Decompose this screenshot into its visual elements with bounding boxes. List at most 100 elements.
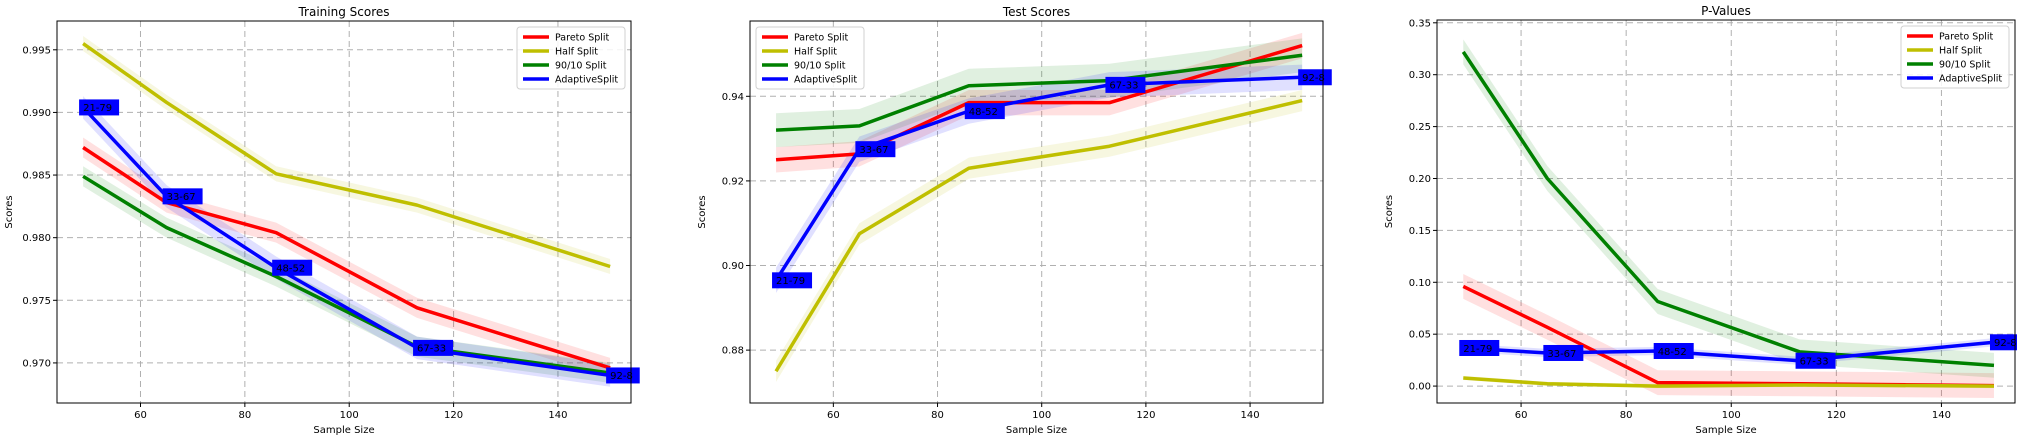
- x-tick-label: 60: [134, 410, 147, 421]
- split-annotation: 21-79: [1459, 339, 1500, 356]
- plot-frame: [56, 20, 632, 404]
- y-tick-label: 0.970: [22, 358, 51, 369]
- annotation-label: 33-67: [859, 145, 888, 156]
- series-line-half-split: [82, 42, 611, 269]
- chart-title: P-Values: [1701, 4, 1751, 18]
- y-tick-label: 0.980: [22, 233, 51, 244]
- y-tick-label: 0.10: [1409, 278, 1431, 289]
- chart-2: Test Scores 60 80 100 120 140 0.88 0.90 0.92 0.94…: [697, 5, 1332, 436]
- x-tick-label: 100: [1722, 410, 1741, 421]
- split-annotation: 33-67: [855, 141, 896, 158]
- annotation-label: 92-8: [610, 371, 633, 382]
- y-tick-label: 0.985: [22, 171, 51, 182]
- legend: Pareto Split Half Split 90/10 Split Adaptiv…: [755, 26, 865, 90]
- legend-label: 90/10 Split: [794, 61, 846, 72]
- series-band-adaptivesplit: [776, 64, 1303, 294]
- annotation-box: [272, 259, 313, 276]
- legend: Pareto Split Half Split 90/10 Split Adaptiv…: [1900, 25, 2010, 89]
- series-band-pareto-split: [83, 137, 611, 378]
- annotation-label: 21-79: [83, 103, 112, 114]
- y-axis-label: Scores: [4, 195, 15, 228]
- y-axis-label: Scores: [697, 195, 708, 228]
- legend-label: AdaptiveSplit: [1939, 74, 2002, 85]
- y-tick-label: 0.92: [722, 176, 744, 187]
- y-tick-label: 0.88: [722, 346, 744, 357]
- split-annotation: 67-33: [1105, 76, 1146, 93]
- x-tick-label: 140: [548, 410, 567, 421]
- y-tick-label: 0.05: [1409, 330, 1431, 341]
- y-tick-label: 0.90: [722, 261, 744, 272]
- split-annotation: 48-52: [272, 259, 313, 276]
- annotation-label: 67-33: [417, 344, 446, 355]
- annotation-label: 48-52: [969, 107, 998, 118]
- series-line-pareto-split: [82, 146, 611, 370]
- plot-frame: [749, 20, 1324, 404]
- split-annotation: 33-67: [162, 188, 203, 205]
- series-line-90-10-split: [775, 53, 1303, 132]
- annotation-box: [855, 141, 896, 158]
- x-tick-label: 140: [1241, 410, 1260, 421]
- annotation-label: 21-79: [776, 276, 805, 287]
- legend-box: [516, 26, 626, 90]
- series-line-half-split: [774, 98, 1303, 373]
- x-tick-label: 100: [1032, 410, 1051, 421]
- annotation-label: 67-33: [1109, 81, 1138, 92]
- y-axis-label: Scores: [1384, 195, 1395, 228]
- annotation-box: [1795, 352, 1836, 369]
- y-tick-label: 0.975: [22, 296, 51, 307]
- legend-label: 90/10 Split: [555, 61, 607, 72]
- chart-title: Test Scores: [1002, 5, 1070, 19]
- series-band-90-10-split: [83, 166, 611, 383]
- annotation-box: [1105, 76, 1146, 93]
- x-tick-label: 80: [1620, 410, 1633, 421]
- series-line-half-split: [1463, 376, 1994, 388]
- legend: Pareto Split Half Split 90/10 Split Adaptiv…: [516, 26, 626, 90]
- annotation-label: 48-52: [276, 264, 305, 275]
- legend-label: AdaptiveSplit: [555, 75, 618, 86]
- legend-label: AdaptiveSplit: [794, 75, 857, 86]
- x-tick-label: 80: [238, 410, 251, 421]
- annotation-label: 67-33: [1800, 357, 1829, 368]
- split-annotation: 48-52: [964, 103, 1005, 120]
- x-tick-label: 80: [931, 410, 944, 421]
- y-tick-label: 0.25: [1409, 122, 1431, 133]
- x-tick-label: 120: [1827, 410, 1846, 421]
- annotation-box: [1543, 344, 1584, 361]
- annotation-label: 48-52: [1658, 347, 1687, 358]
- y-tick-label: 0.15: [1409, 226, 1431, 237]
- annotation-label: 92-8: [1302, 73, 1325, 84]
- annotation-box: [79, 99, 120, 116]
- x-tick-label: 140: [1932, 410, 1951, 421]
- annotation-box: [964, 103, 1005, 120]
- legend-label: Pareto Split: [1939, 32, 1994, 43]
- annotation-box: [772, 272, 813, 289]
- y-tick-label: 0.995: [22, 45, 51, 56]
- x-axis-label: Sample Size: [1006, 425, 1067, 436]
- legend-box: [1900, 25, 2010, 89]
- split-annotation: 92-8: [606, 367, 640, 384]
- legend-label: Pareto Split: [555, 33, 610, 44]
- annotation-label: 33-67: [1547, 349, 1576, 360]
- split-annotation: 67-33: [413, 339, 454, 356]
- annotation-box: [1653, 342, 1694, 359]
- split-annotation: 21-79: [79, 99, 120, 116]
- x-axis-label: Sample Size: [1695, 425, 1756, 436]
- legend-label: Pareto Split: [794, 33, 849, 44]
- y-tick-label: 0.30: [1409, 70, 1431, 81]
- y-tick-label: 0.00: [1409, 382, 1431, 393]
- legend-label: Half Split: [794, 47, 837, 58]
- split-annotation: 48-52: [1653, 342, 1694, 359]
- x-tick-label: 60: [1515, 410, 1528, 421]
- plot-frame: [1436, 19, 2016, 404]
- series-band-adaptivesplit: [1463, 338, 1994, 365]
- x-tick-label: 120: [444, 410, 463, 421]
- split-annotation: 67-33: [1795, 352, 1836, 369]
- x-tick-label: 120: [1136, 410, 1155, 421]
- x-tick-label: 100: [340, 410, 359, 421]
- annotation-box: [1459, 339, 1500, 356]
- chart-title: Training Scores: [297, 5, 389, 19]
- series-band-adaptivesplit: [83, 96, 611, 387]
- y-tick-label: 0.990: [22, 108, 51, 119]
- split-annotation: 92-8: [1298, 69, 1332, 86]
